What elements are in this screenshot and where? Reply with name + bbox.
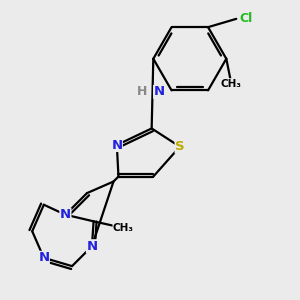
Text: Cl: Cl [240, 12, 253, 25]
Text: N: N [86, 240, 98, 253]
Text: CH₃: CH₃ [113, 223, 134, 233]
Text: H: H [137, 85, 148, 98]
Text: N: N [154, 85, 165, 98]
Text: CH₃: CH₃ [221, 79, 242, 88]
Text: N: N [38, 251, 50, 264]
Text: N: N [60, 208, 71, 221]
Text: N: N [111, 139, 122, 152]
Text: S: S [175, 140, 185, 153]
